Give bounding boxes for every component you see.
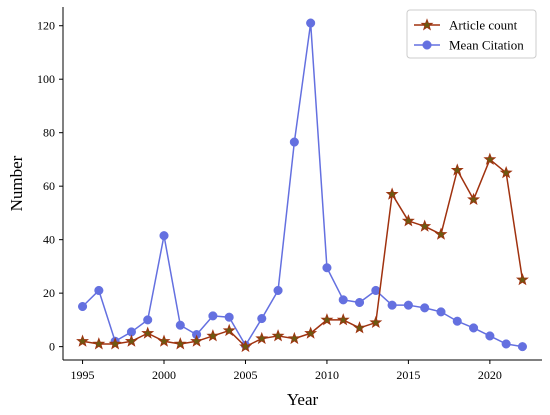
legend-item-mean-citation: Mean Citation	[414, 38, 524, 53]
data-point-mean-citation	[78, 301, 88, 312]
legend-label-mean-citation: Mean Citation	[449, 38, 524, 53]
data-point-article-count	[369, 315, 383, 329]
data-point-article-count	[157, 334, 171, 347]
data-point-article-count	[76, 334, 90, 347]
data-point-article-count	[173, 337, 187, 350]
data-point-mean-citation	[208, 311, 218, 321]
data-point-mean-citation	[94, 285, 104, 296]
data-point-article-count	[239, 339, 252, 353]
data-point-article-count	[515, 272, 529, 286]
data-point-article-count	[336, 313, 350, 326]
x-tick-label: 2020	[478, 368, 502, 382]
data-point-article-count	[124, 334, 138, 347]
series-article-count	[76, 152, 529, 353]
series-line-article-count	[82, 158, 524, 348]
data-point-article-count	[108, 337, 122, 350]
data-point-mean-citation	[273, 285, 283, 296]
data-point-article-count	[206, 329, 220, 342]
data-point-mean-citation	[257, 313, 267, 324]
data-point-mean-citation	[322, 263, 332, 273]
y-tick-label: 0	[49, 340, 55, 354]
data-point-mean-citation	[501, 339, 511, 349]
y-tick-label: 80	[43, 126, 55, 140]
data-point-mean-citation	[436, 307, 446, 317]
x-tick-label: 2010	[315, 368, 339, 382]
data-point-mean-citation	[452, 316, 462, 326]
data-point-mean-citation	[403, 300, 413, 310]
data-point-article-count	[483, 152, 497, 165]
data-point-article-count	[385, 187, 399, 200]
data-point-article-count	[401, 214, 415, 227]
data-point-article-count	[434, 227, 448, 240]
data-point-mean-citation	[289, 137, 299, 147]
series-layer	[76, 18, 529, 353]
series-line-mean-citation	[82, 22, 523, 348]
data-point-article-count	[304, 326, 318, 339]
legend-symbol	[420, 18, 434, 31]
data-point-mean-citation	[175, 320, 185, 330]
y-axis-label: Number	[7, 155, 26, 211]
data-point-article-count	[320, 313, 334, 326]
data-point-mean-citation	[159, 231, 169, 241]
x-tick-label: 2005	[233, 368, 257, 382]
data-point-article-count	[190, 334, 204, 347]
x-tick-label: 2015	[396, 368, 420, 382]
legend: Article count Mean Citation	[406, 9, 537, 59]
legend-symbol	[422, 40, 432, 50]
data-point-article-count	[255, 331, 269, 345]
data-point-mean-citation	[338, 295, 348, 305]
data-point-article-count	[92, 337, 106, 350]
data-point-article-count	[353, 321, 366, 334]
legend-item-article-count: Article count	[414, 18, 518, 33]
axes	[62, 7, 542, 361]
legend-box	[406, 9, 537, 59]
data-point-article-count	[499, 166, 513, 179]
x-axis-ticks: 1995 2000 2005 2010 2015 2020	[71, 360, 502, 382]
data-point-article-count	[450, 163, 464, 176]
legend-marker-star	[414, 18, 440, 31]
data-point-article-count	[222, 323, 236, 337]
y-tick-label: 60	[43, 179, 55, 193]
legend-label-article-count: Article count	[449, 18, 518, 33]
y-axis-ticks: 0 20 40 60 80 100 120	[37, 19, 63, 354]
x-tick-label: 1995	[71, 368, 95, 382]
y-tick-label: 120	[37, 19, 55, 33]
data-point-mean-citation	[485, 331, 495, 341]
y-tick-label: 40	[43, 233, 55, 247]
data-point-article-count	[467, 192, 481, 206]
data-point-mean-citation	[420, 303, 430, 313]
y-tick-label: 20	[43, 286, 55, 300]
data-point-mean-citation	[517, 342, 527, 352]
series-mean-citation	[78, 18, 527, 352]
x-tick-label: 2000	[152, 368, 176, 382]
data-point-article-count	[271, 329, 285, 342]
data-point-article-count	[418, 219, 432, 232]
data-point-mean-citation	[306, 18, 316, 28]
x-axis-label: Year	[287, 390, 319, 409]
y-tick-label: 100	[37, 72, 55, 86]
data-point-mean-citation	[224, 312, 234, 322]
data-point-mean-citation	[143, 315, 153, 325]
data-point-article-count	[141, 326, 155, 339]
data-point-mean-citation	[354, 297, 365, 308]
data-point-mean-citation	[387, 300, 397, 310]
legend-marker-circle	[414, 40, 440, 50]
data-point-mean-citation	[469, 323, 479, 333]
data-point-article-count	[287, 331, 301, 345]
